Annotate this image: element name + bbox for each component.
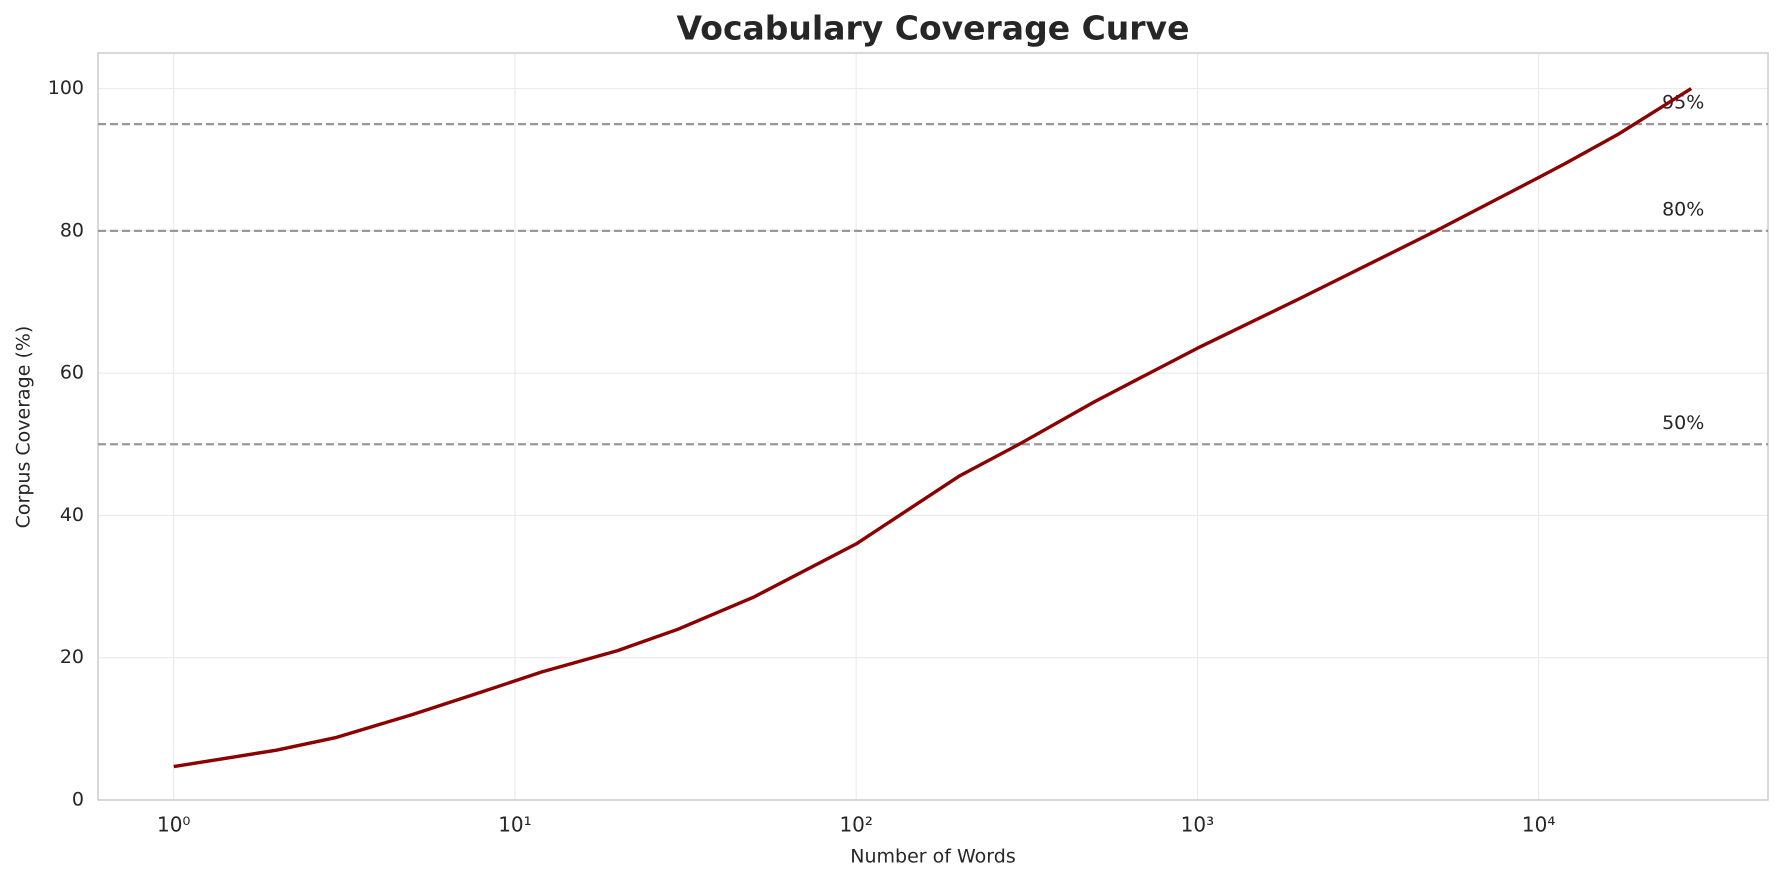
y-axis-label: Corpus Coverage (%) [13,326,35,529]
y-tick-label: 80 [60,219,84,241]
x-tick-label: 10² [839,813,872,837]
y-tick-label: 60 [60,362,84,384]
reference-label: 95% [1662,92,1704,114]
reference-label: 80% [1662,198,1704,220]
line [173,87,1693,769]
reference-label: 50% [1662,412,1704,434]
y-tick-label: 40 [60,504,84,526]
chart-title: Vocabulary Coverage Curve [677,9,1190,48]
x-tick-label: 10³ [1181,813,1214,837]
y-tick-label: 100 [48,77,84,99]
y-tick-label: 20 [60,646,84,668]
x-axis-label: Number of Words [850,846,1015,868]
x-tick-label: 10¹ [498,813,531,837]
x-tick-label: 10⁴ [1522,813,1555,837]
x-tick-label: 10⁰ [157,813,190,837]
plot-frame [97,52,1769,801]
y-tick-label: 0 [72,789,84,811]
